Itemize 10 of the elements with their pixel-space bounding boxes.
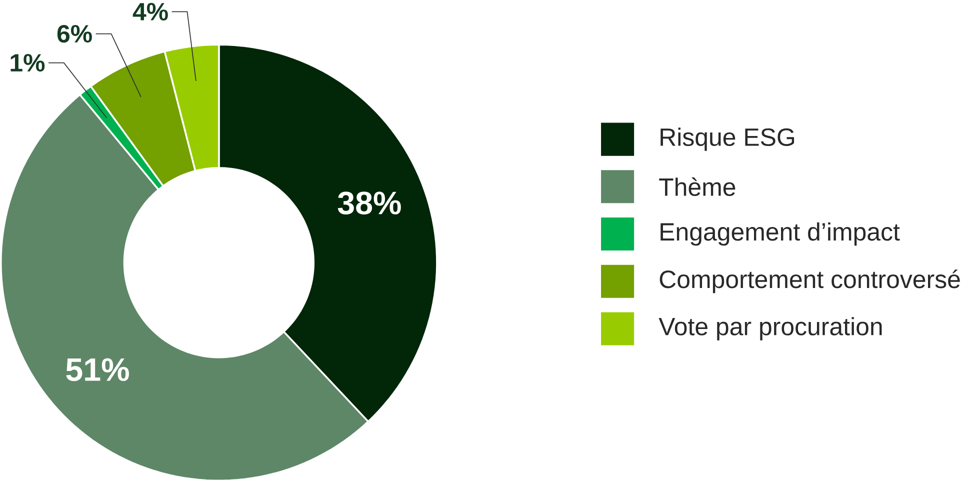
legend-label: Risque ESG [660,128,794,152]
data-label: 38% [338,192,401,215]
data-label: 4% [132,3,168,21]
legend-label: Vote par procuration [658,317,882,341]
legend-label: Comportement controversé [660,270,960,294]
legend-label: Thème [659,178,736,196]
data-label: 51% [66,358,129,382]
legend-label: Engagement d’impact [660,222,900,246]
data-label: 6% [57,25,92,43]
data-label: 1% [10,54,45,72]
